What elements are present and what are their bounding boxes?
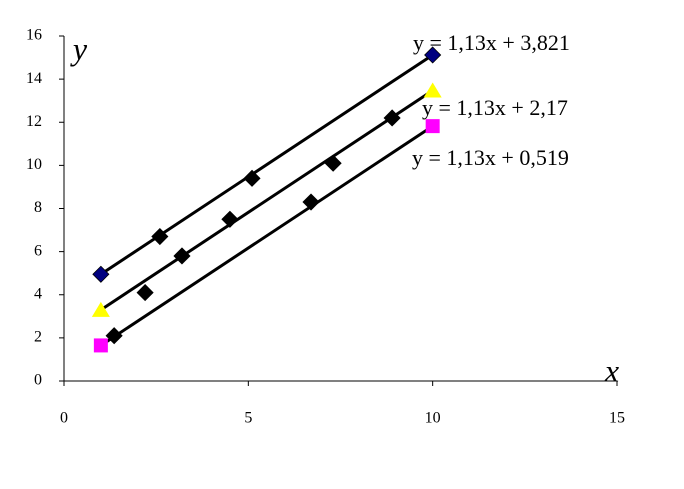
point <box>383 109 401 127</box>
x-tick-label: 5 <box>244 410 252 427</box>
x-tick-label: 15 <box>609 410 625 427</box>
y-tick-label: 6 <box>34 242 42 259</box>
y-tick-label: 10 <box>26 156 42 173</box>
point <box>92 265 110 283</box>
trendline <box>100 53 434 276</box>
y-tick-label: 12 <box>26 113 42 130</box>
x-tick-label: 0 <box>60 410 68 427</box>
point <box>423 82 442 98</box>
y-tick-label: 4 <box>34 285 42 302</box>
y-tick-label: 8 <box>34 199 42 216</box>
y-tick-label: 14 <box>26 70 42 87</box>
y-tick-label: 16 <box>26 27 42 44</box>
x-tick-label: 10 <box>425 410 441 427</box>
y-axis-label: y <box>70 30 88 66</box>
point <box>91 301 110 317</box>
point <box>136 284 154 302</box>
trendline <box>100 124 434 347</box>
trendline <box>100 89 434 312</box>
point <box>425 119 440 134</box>
point <box>221 210 239 228</box>
trendline-equation: y = 1,13x + 3,821 <box>413 30 570 55</box>
trendline-equation: y = 1,13x + 2,17 <box>422 95 568 120</box>
point <box>93 338 108 353</box>
y-tick-label: 0 <box>34 372 42 389</box>
point <box>243 169 261 187</box>
point <box>424 46 442 64</box>
x-axis-label: x <box>604 352 619 388</box>
point <box>151 227 169 246</box>
trendline-equation: y = 1,13x + 0,519 <box>412 145 569 170</box>
point <box>324 154 342 172</box>
y-tick-label: 2 <box>34 329 42 346</box>
point <box>173 247 191 265</box>
point <box>302 193 320 211</box>
point <box>105 327 123 345</box>
